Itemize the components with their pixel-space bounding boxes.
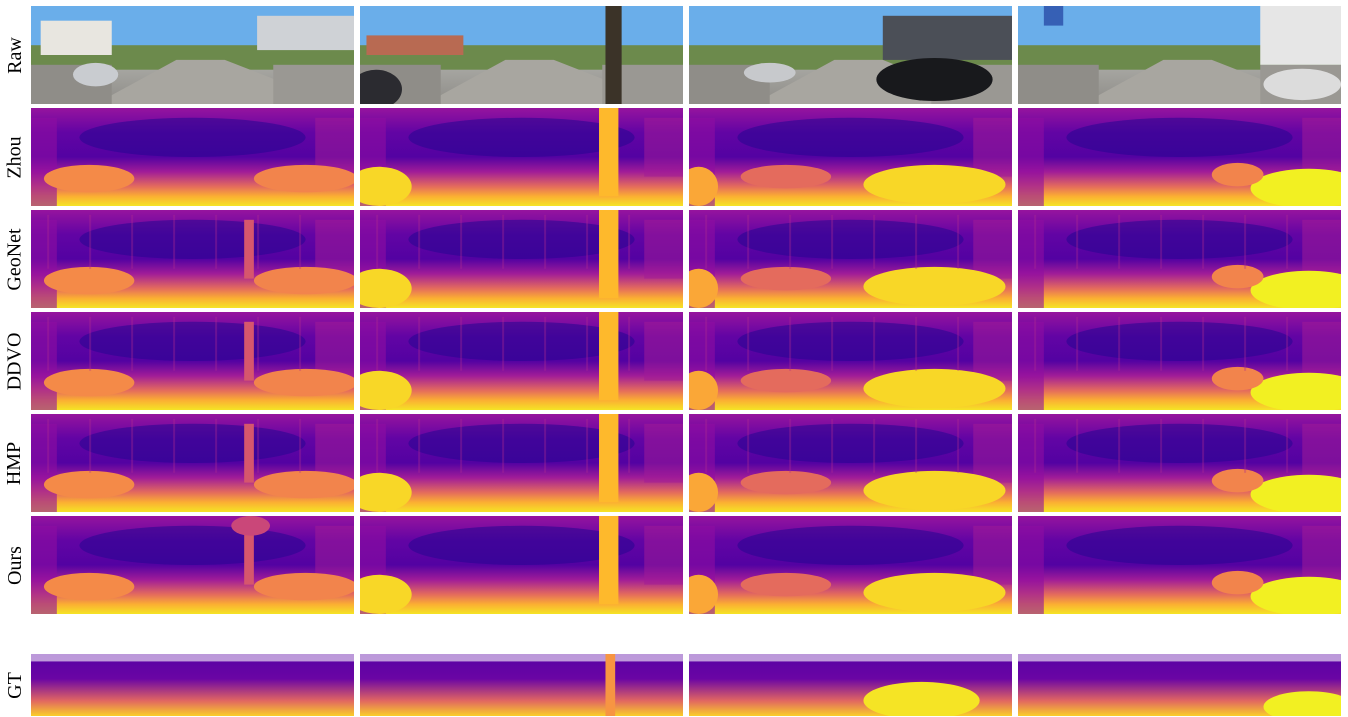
ground-truth-map <box>689 654 1012 716</box>
hmp-image-4 <box>1018 414 1341 512</box>
geonet-image-3 <box>689 210 1012 308</box>
depth-map <box>689 312 1012 410</box>
zhou-image-3 <box>689 108 1012 206</box>
hmp-image-1 <box>31 414 354 512</box>
depth-map <box>689 516 1012 614</box>
gt-image-2 <box>360 654 683 716</box>
depth-map <box>1018 312 1341 410</box>
raw-image-2 <box>360 6 683 104</box>
ground-truth-map <box>360 654 683 716</box>
raw-photo <box>31 6 354 104</box>
hmp-image-3 <box>689 414 1012 512</box>
depth-map <box>1018 516 1341 614</box>
depth-map <box>31 108 354 206</box>
ground-truth-map <box>1018 654 1341 716</box>
ground-truth-map <box>31 654 354 716</box>
depth-map <box>360 414 683 512</box>
raw-image-4 <box>1018 6 1341 104</box>
ddvo-image-3 <box>689 312 1012 410</box>
geonet-image-2 <box>360 210 683 308</box>
geonet-image-1 <box>31 210 354 308</box>
depth-map <box>360 312 683 410</box>
row-label-gt: GT <box>3 671 26 699</box>
raw-photo <box>1018 6 1341 104</box>
gt-image-1 <box>31 654 354 716</box>
raw-photo <box>360 6 683 104</box>
depth-map <box>1018 210 1341 308</box>
row-label-ours: Ours <box>3 545 26 585</box>
raw-image-1 <box>31 6 354 104</box>
depth-map <box>360 516 683 614</box>
hmp-image-2 <box>360 414 683 512</box>
depth-map <box>1018 108 1341 206</box>
zhou-image-4 <box>1018 108 1341 206</box>
ours-image-2 <box>360 516 683 614</box>
ddvo-image-1 <box>31 312 354 410</box>
raw-image-3 <box>689 6 1012 104</box>
depth-map <box>31 516 354 614</box>
ours-image-3 <box>689 516 1012 614</box>
depth-map <box>689 108 1012 206</box>
row-label-geonet: GeoNet <box>3 227 26 291</box>
zhou-image-1 <box>31 108 354 206</box>
geonet-image-4 <box>1018 210 1341 308</box>
row-label-ddvo: DDVO <box>3 332 26 390</box>
raw-photo <box>689 6 1012 104</box>
depth-map <box>1018 414 1341 512</box>
row-label-raw: Raw <box>3 36 26 74</box>
depth-map <box>360 210 683 308</box>
depth-map <box>31 210 354 308</box>
depth-map <box>31 312 354 410</box>
ddvo-image-2 <box>360 312 683 410</box>
row-label-zhou: Zhou <box>3 135 26 179</box>
ddvo-image-4 <box>1018 312 1341 410</box>
depth-map <box>689 414 1012 512</box>
zhou-image-2 <box>360 108 683 206</box>
ours-image-4 <box>1018 516 1341 614</box>
gt-image-4 <box>1018 654 1341 716</box>
depth-map <box>360 108 683 206</box>
depth-map <box>31 414 354 512</box>
depth-map <box>689 210 1012 308</box>
row-label-hmp: HMP <box>3 441 26 485</box>
ours-image-1 <box>31 516 354 614</box>
gt-image-3 <box>689 654 1012 716</box>
